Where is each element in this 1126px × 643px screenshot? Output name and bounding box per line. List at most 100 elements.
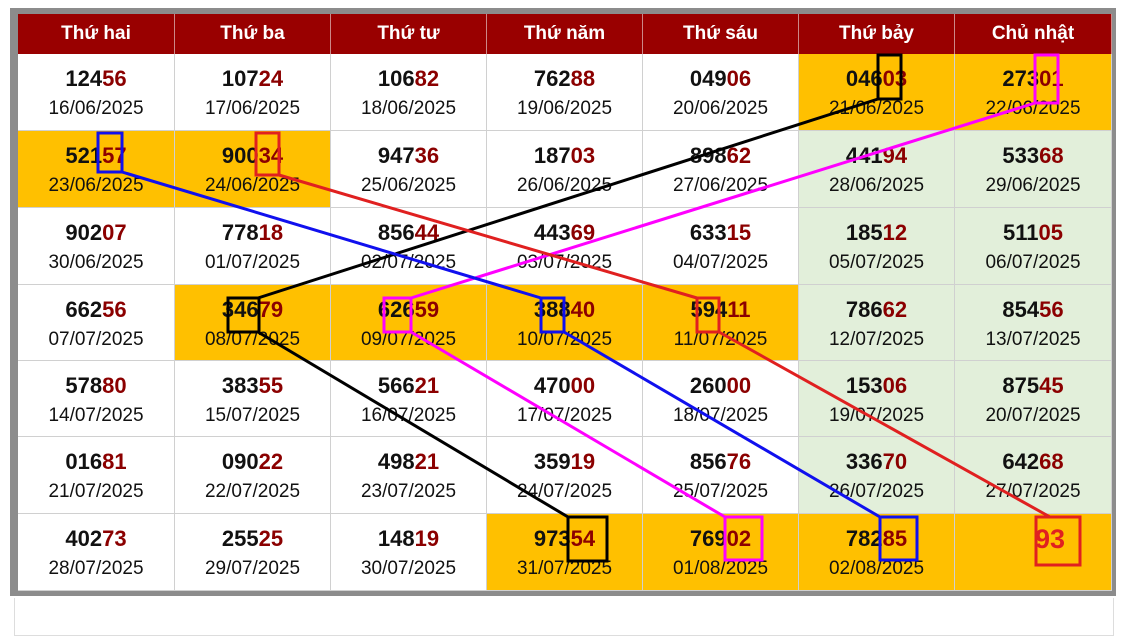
result-number: 57880	[18, 373, 174, 399]
result-tail: 05	[1038, 220, 1063, 245]
result-date: 22/07/2025	[204, 481, 301, 502]
result-number: 63315	[643, 220, 798, 246]
result-date: 27/06/2025	[672, 175, 769, 196]
result-date: 24/07/2025	[516, 481, 613, 502]
result-date: 18/06/2025	[360, 98, 457, 119]
result-head: 786	[845, 297, 883, 322]
result-date: 19/07/2025	[828, 405, 925, 426]
result-number: 18512	[799, 220, 954, 246]
result-tail: 76	[726, 449, 752, 474]
result-cell: 34679 08/07/2025	[175, 285, 331, 361]
result-head: 346	[221, 297, 259, 322]
result-cell: 85644 02/07/2025	[331, 208, 487, 285]
column-header: Thứ năm	[487, 14, 643, 54]
result-date: 16/06/2025	[48, 98, 144, 119]
result-cell: 49821 23/07/2025	[331, 437, 487, 514]
result-head: 049	[689, 66, 727, 91]
result-head: 255	[221, 526, 259, 551]
result-head: 566	[377, 373, 415, 398]
result-date: 22/06/2025	[985, 98, 1081, 119]
result-number: 44194	[799, 143, 954, 169]
result-number: 52157	[18, 143, 174, 169]
result-head: 441	[845, 143, 883, 168]
result-cell: 87545 20/07/2025	[955, 361, 1112, 437]
result-cell: 90034 24/06/2025	[175, 131, 331, 208]
result-number: 62659	[331, 297, 486, 323]
result-head: 148	[377, 526, 415, 551]
result-tail: 56	[1039, 297, 1064, 322]
result-date: 02/08/2025	[828, 558, 925, 579]
result-tail: 54	[570, 526, 596, 551]
result-number: 66256	[18, 297, 174, 323]
result-date: 08/07/2025	[204, 329, 301, 350]
result-date: 04/07/2025	[672, 252, 769, 273]
result-date: 03/07/2025	[516, 252, 613, 273]
result-number: 38355	[175, 373, 330, 399]
result-head: 594	[690, 297, 728, 322]
result-head: 973	[533, 526, 571, 551]
result-head: 642	[1002, 449, 1040, 474]
result-date: 25/07/2025	[672, 481, 769, 502]
result-tail: 12	[882, 220, 908, 245]
result-date: 06/07/2025	[985, 252, 1081, 273]
result-number: 10724	[175, 66, 330, 92]
result-tail: 21	[414, 449, 440, 474]
result-number: 26000	[643, 373, 798, 399]
result-number: 34679	[175, 297, 330, 323]
result-head: 046	[845, 66, 883, 91]
result-number: 15306	[799, 373, 954, 399]
result-cell: 51105 06/07/2025	[955, 208, 1112, 285]
result-date: 21/07/2025	[48, 481, 144, 502]
result-number: 49821	[331, 449, 486, 475]
result-head: 106	[377, 66, 415, 91]
result-tail: 57	[102, 143, 127, 168]
result-date: 17/07/2025	[516, 405, 613, 426]
result-number: 51105	[955, 220, 1111, 246]
result-head: 947	[377, 143, 415, 168]
result-cell: 85676 25/07/2025	[643, 437, 799, 514]
result-number: 64268	[955, 449, 1111, 475]
result-tail: 62	[726, 143, 752, 168]
result-cell: 10724 17/06/2025	[175, 54, 331, 131]
result-number: 35919	[487, 449, 642, 475]
result-head: 875	[1002, 373, 1040, 398]
result-number: 25525	[175, 526, 330, 552]
result-head: 383	[221, 373, 259, 398]
result-head: 856	[689, 449, 727, 474]
result-date: 05/07/2025	[828, 252, 925, 273]
result-cell: 38840 10/07/2025	[487, 285, 643, 361]
result-head: 153	[845, 373, 883, 398]
result-date: 15/07/2025	[204, 405, 301, 426]
result-cell: 47000 17/07/2025	[487, 361, 643, 437]
result-tail: 19	[414, 526, 440, 551]
result-tail: 82	[414, 66, 440, 91]
result-cell: 62659 09/07/2025	[331, 285, 487, 361]
result-tail: 68	[1039, 143, 1064, 168]
result-cell: 93	[955, 514, 1112, 591]
result-cell: 14819 30/07/2025	[331, 514, 487, 591]
result-cell: 33670 26/07/2025	[799, 437, 955, 514]
column-header: Thứ bảy	[799, 14, 955, 54]
result-head: 187	[533, 143, 571, 168]
result-tail: 68	[1039, 449, 1064, 474]
result-number: 12456	[18, 66, 174, 92]
result-number: 33670	[799, 449, 954, 475]
result-number: 78285	[799, 526, 954, 552]
column-header: Thứ hai	[18, 14, 175, 54]
result-number: 89862	[643, 143, 798, 169]
result-head: 107	[221, 66, 259, 91]
result-tail: 55	[258, 373, 284, 398]
result-head: 856	[377, 220, 415, 245]
result-date: 27/07/2025	[985, 481, 1081, 502]
result-cell: 78662 12/07/2025	[799, 285, 955, 361]
result-tail: 56	[102, 297, 127, 322]
result-tail: 40	[570, 297, 596, 322]
result-tail: 36	[414, 143, 440, 168]
result-date: 11/07/2025	[673, 329, 768, 350]
result-tail: 00	[570, 373, 596, 398]
result-head: 854	[1002, 297, 1040, 322]
result-cell: 78285 02/08/2025	[799, 514, 955, 591]
result-number: 78662	[799, 297, 954, 323]
result-tail: 81	[102, 449, 127, 474]
result-date: 12/07/2025	[828, 329, 925, 350]
